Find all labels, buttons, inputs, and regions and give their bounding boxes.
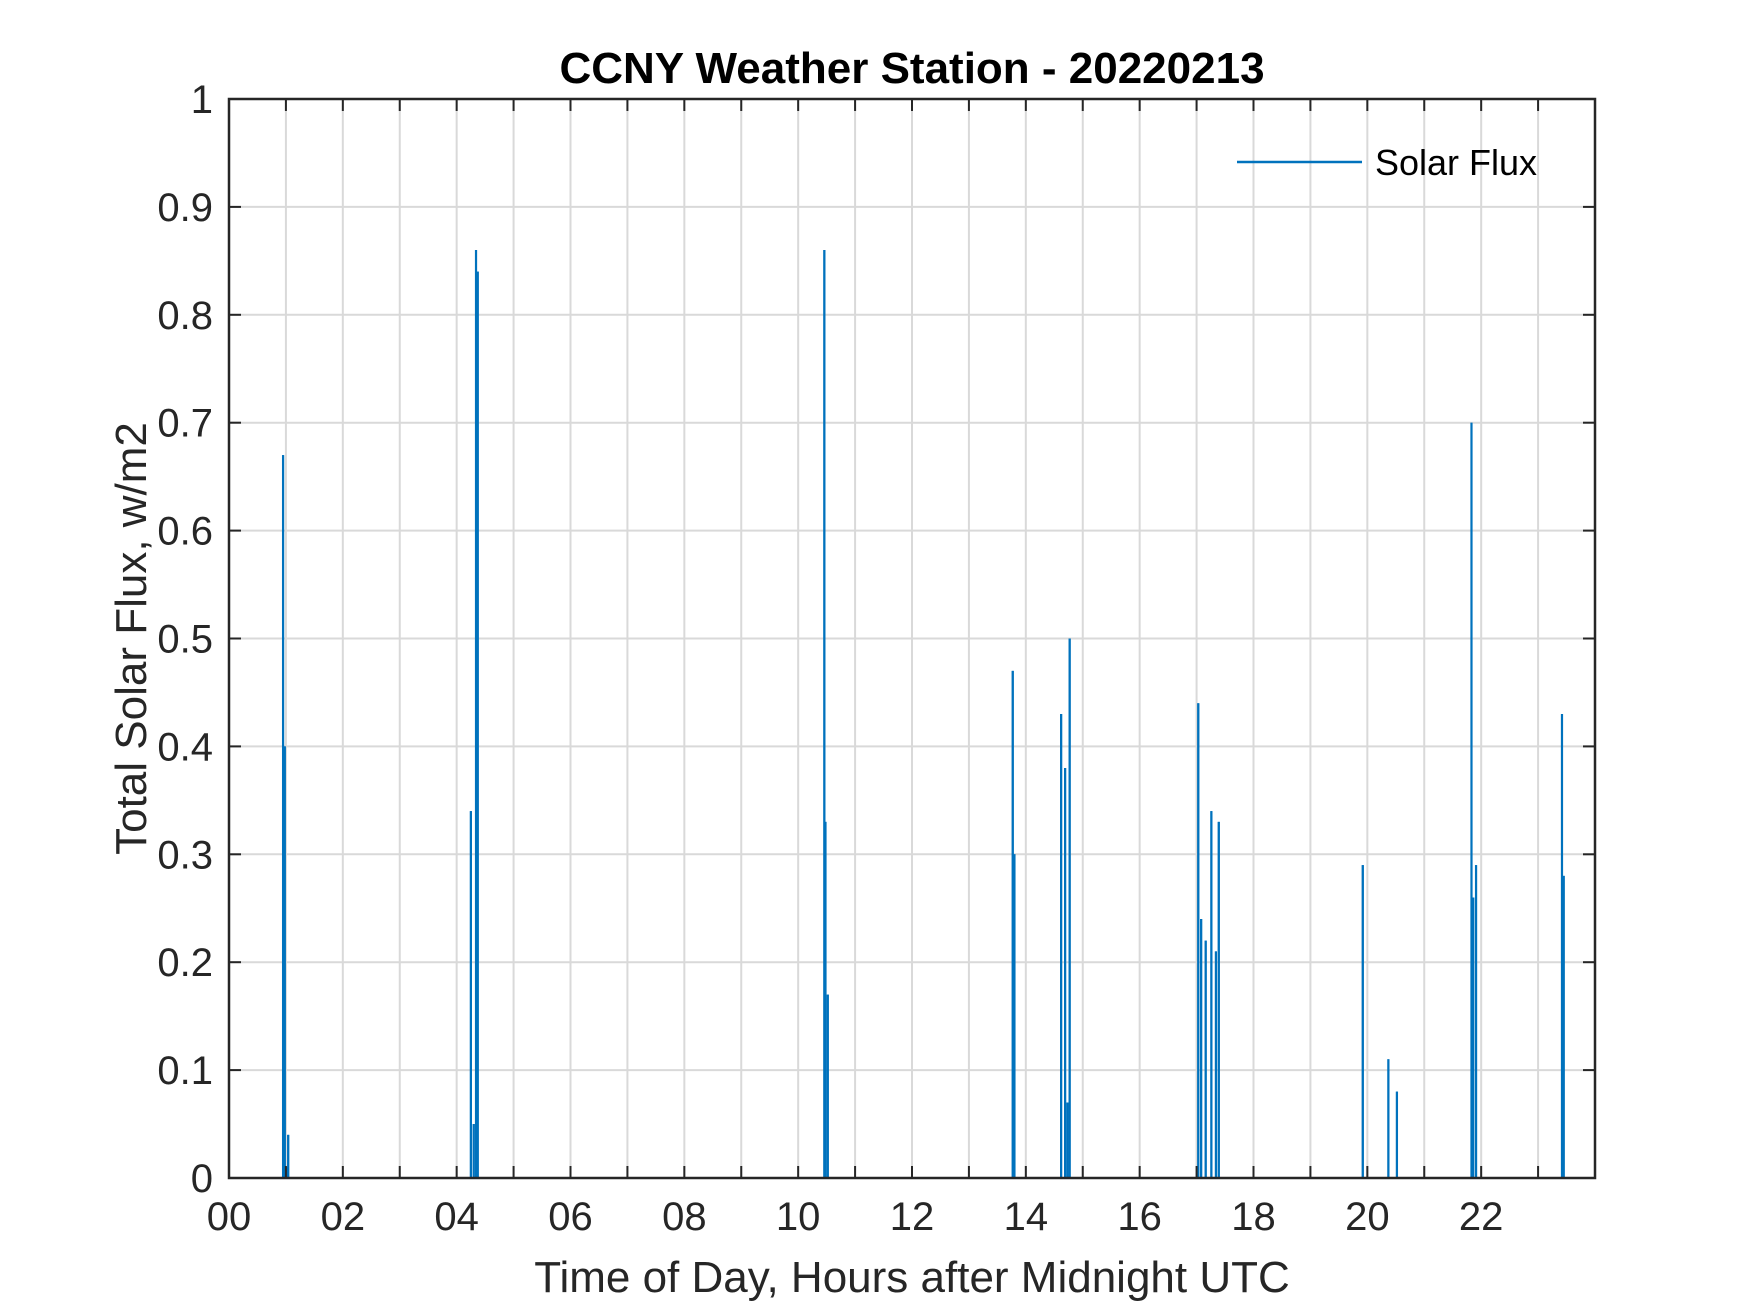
y-tick-label: 0.1 bbox=[157, 1049, 213, 1093]
x-tick-label: 08 bbox=[662, 1195, 707, 1239]
x-tick-label: 04 bbox=[434, 1195, 479, 1239]
y-tick-label: 0.4 bbox=[157, 725, 213, 769]
x-tick-label: 02 bbox=[321, 1195, 366, 1239]
y-tick-labels: 0 0.1 0.2 0.3 0.4 0.5 0.6 0.7 0.8 0.9 1 bbox=[157, 78, 213, 1201]
y-tick-label: 0.5 bbox=[157, 618, 213, 662]
x-tick-label: 22 bbox=[1459, 1195, 1504, 1239]
x-tick-label: 10 bbox=[776, 1195, 821, 1239]
legend: Solar Flux bbox=[1237, 142, 1537, 183]
y-tick-label: 0.2 bbox=[157, 941, 213, 985]
ticks bbox=[229, 98, 1595, 1179]
y-tick-label: 0.9 bbox=[157, 186, 213, 230]
y-tick-label: 1 bbox=[191, 78, 213, 122]
y-tick-label: 0.3 bbox=[157, 833, 213, 877]
x-tick-label: 00 bbox=[207, 1195, 252, 1239]
x-tick-label: 16 bbox=[1117, 1195, 1162, 1239]
chart-title: CCNY Weather Station - 20220213 bbox=[559, 44, 1264, 93]
y-tick-label: 0 bbox=[191, 1157, 213, 1201]
y-tick-label: 0.8 bbox=[157, 294, 213, 338]
grid bbox=[229, 99, 1595, 1178]
y-tick-label: 0.7 bbox=[157, 402, 213, 446]
x-tick-label: 12 bbox=[890, 1195, 935, 1239]
y-axis-label: Total Solar Flux, w/m2 bbox=[107, 422, 156, 855]
x-axis-label: Time of Day, Hours after Midnight UTC bbox=[534, 1253, 1290, 1302]
y-tick-label: 0.6 bbox=[157, 510, 213, 554]
x-tick-label: 18 bbox=[1231, 1195, 1276, 1239]
x-tick-label: 20 bbox=[1345, 1195, 1390, 1239]
legend-label-solar-flux: Solar Flux bbox=[1375, 142, 1537, 183]
x-tick-labels: 00 02 04 06 08 10 12 14 16 18 20 22 bbox=[207, 1195, 1504, 1239]
x-tick-label: 06 bbox=[548, 1195, 593, 1239]
x-tick-label: 14 bbox=[1004, 1195, 1049, 1239]
